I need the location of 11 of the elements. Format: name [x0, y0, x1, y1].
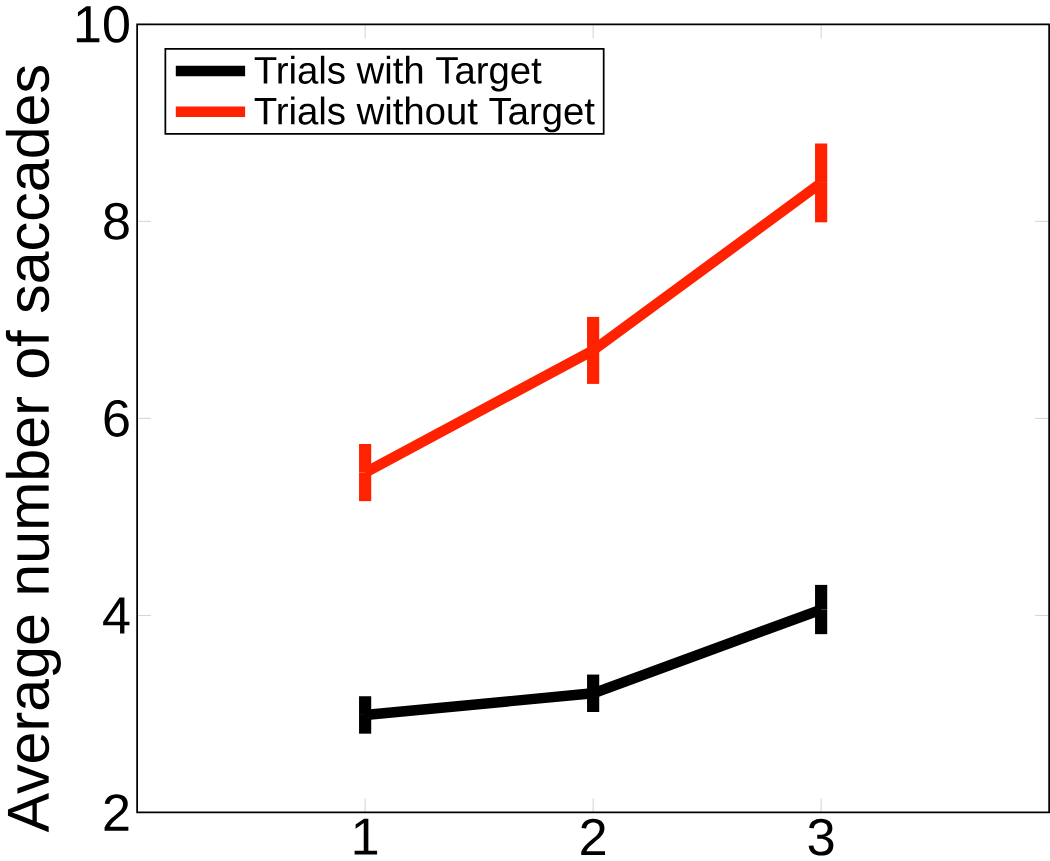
x-tick-label: 3 — [808, 818, 834, 856]
legend-label: Trials without Target — [254, 96, 595, 133]
y-tick-label: 2 — [104, 794, 129, 831]
x-tick-label: 1 — [354, 818, 378, 855]
y-tick-label: 4 — [103, 597, 130, 634]
y-tick-label: 10 — [76, 5, 129, 43]
y-tick-label: 6 — [104, 399, 129, 437]
y-tick-label: 8 — [104, 202, 129, 240]
legend-label: Trials with Target — [254, 55, 542, 92]
y-axis-title: Average number of saccades — [5, 65, 61, 833]
x-tick-label: 2 — [581, 818, 606, 855]
